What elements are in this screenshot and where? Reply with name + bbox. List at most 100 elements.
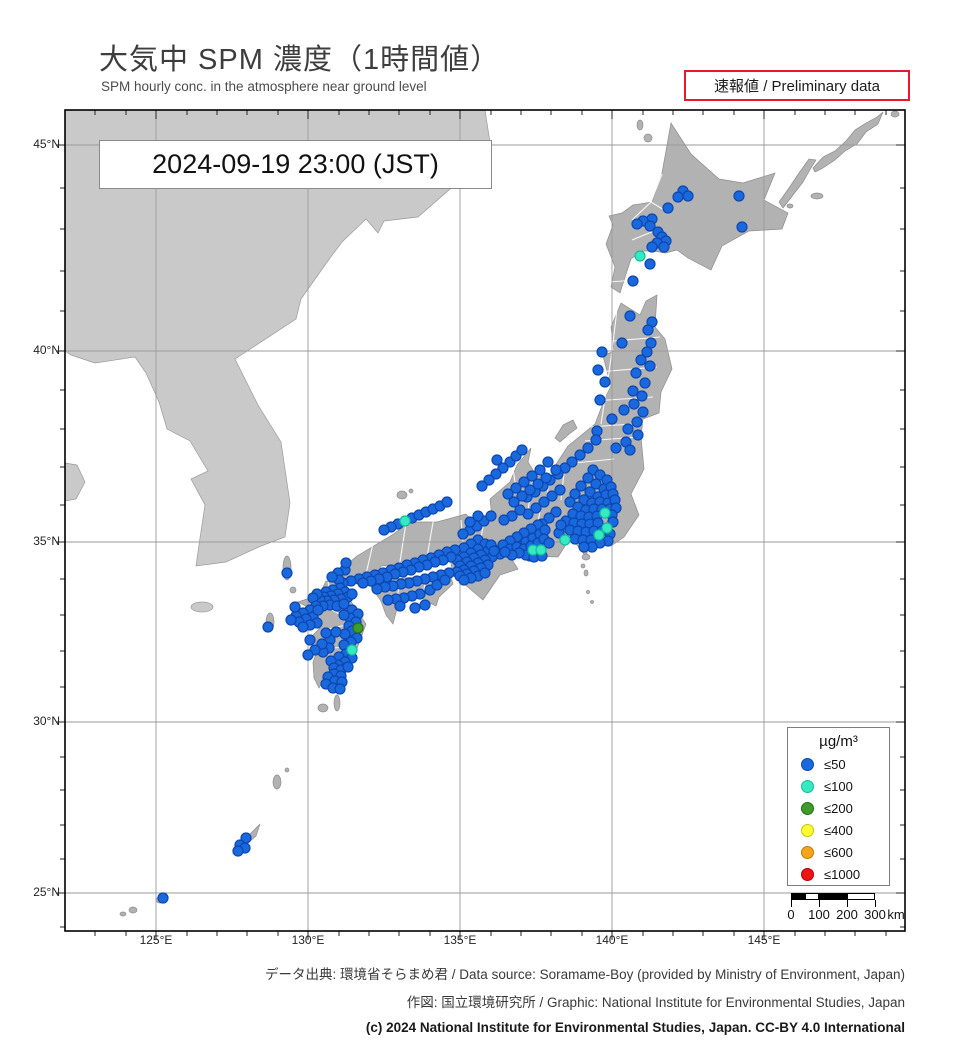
station-dot-le50: [378, 524, 390, 536]
station-dot-le50: [342, 661, 354, 673]
station-dot-le50: [582, 442, 594, 454]
lat-tick-label: 45°N: [33, 137, 60, 151]
station-dot-le50: [516, 490, 528, 502]
japan-spm-map: [56, 109, 906, 940]
lon-tick-label: 135°E: [443, 933, 477, 947]
station-dot-le50: [316, 638, 328, 650]
station-dot-le50: [530, 502, 542, 514]
legend-dot-icon: [801, 823, 814, 837]
legend-item-label: ≤200: [824, 800, 853, 816]
station-dot-le50: [302, 649, 314, 661]
station-dot-le50: [312, 604, 324, 616]
station-dot-le50: [606, 413, 618, 425]
lat-tick-label: 25°N: [33, 885, 60, 899]
station-dot-le50: [575, 480, 587, 492]
station-dot-le50: [662, 202, 674, 214]
station-dot-le50: [564, 496, 576, 508]
station-dot-le50: [610, 442, 622, 454]
station-dot-le50: [326, 571, 338, 583]
station-dot-le200: [352, 622, 364, 634]
graphic-credit: 作図: 国立環境研究所 / Graphic: National Institut…: [406, 995, 905, 1010]
scalebar-tick-label: 200: [836, 907, 858, 922]
station-dot-le50: [543, 537, 555, 549]
island-iki: [289, 586, 297, 594]
station-dot-le50: [594, 394, 606, 406]
lon-tick-label: 145°E: [747, 933, 781, 947]
station-dot-le50: [540, 472, 552, 484]
legend-item-label: ≤400: [824, 822, 853, 838]
station-dot-le50: [340, 557, 352, 569]
station-dot-le50: [524, 484, 536, 496]
island-oki: [396, 490, 408, 500]
station-dot-le50: [644, 360, 656, 372]
station-dot-le50: [590, 434, 602, 446]
station-dot-le50: [457, 528, 469, 540]
station-dot-le50: [285, 614, 297, 626]
station-dot-le50: [639, 377, 651, 389]
legend-item-le1000: ≤1000: [788, 863, 889, 885]
station-dot-le50: [510, 482, 522, 494]
station-dot-le50: [635, 354, 647, 366]
station-dot-le50: [514, 504, 526, 516]
station-dot-le50: [498, 514, 510, 526]
station-dot-le50: [631, 218, 643, 230]
continent-landmass: [64, 109, 492, 613]
legend-item-label: ≤50: [824, 756, 846, 772]
copyright-line: (c) 2024 National Institute for Environm…: [365, 1020, 905, 1035]
station-dot-le50: [338, 609, 350, 621]
station-dot-le50: [622, 423, 634, 435]
station-dots: [157, 185, 748, 904]
station-dot-le50: [631, 416, 643, 428]
legend-dot-icon: [801, 801, 814, 815]
legend-dot-icon: [801, 779, 814, 793]
station-dot-le50: [464, 516, 476, 528]
station-dot-le50: [616, 337, 628, 349]
station-dot-le50: [546, 490, 558, 502]
station-dot-le50: [472, 510, 484, 522]
station-dot-le50: [281, 567, 293, 579]
legend-dot-icon: [801, 845, 814, 859]
station-dot-le50: [479, 567, 491, 579]
station-dot-le50: [508, 496, 520, 508]
station-dot-le50: [632, 429, 644, 441]
axis-ticks: [56, 110, 905, 940]
scalebar-tick-label: 100: [808, 907, 830, 922]
island-ishigaki: [128, 906, 138, 914]
station-dot-le50: [232, 845, 244, 857]
lon-tick-label: 125°E: [139, 933, 173, 947]
preliminary-data-label: 速報値 / Preliminary data: [714, 78, 880, 95]
station-dot-le50: [526, 470, 538, 482]
station-dot-le50: [346, 588, 358, 600]
station-dot-le50: [439, 574, 451, 586]
legend: µg/m³ ≤50 ≤100 ≤200 ≤400 ≤600 ≤1000: [787, 727, 890, 886]
station-dot-le50: [488, 545, 500, 557]
lon-tick-label: 140°E: [595, 933, 629, 947]
station-dot-le100: [559, 534, 571, 546]
station-dot-le50: [330, 626, 342, 638]
station-dot-le50: [644, 258, 656, 270]
island-rishiri: [643, 133, 653, 143]
legend-item-le600: ≤600: [788, 841, 889, 863]
station-dot-le50: [497, 462, 509, 474]
station-dot-le50: [644, 220, 656, 232]
station-dot-le100: [535, 544, 547, 556]
station-dot-le50: [646, 241, 658, 253]
island-iturup: [812, 111, 884, 173]
station-dot-le50: [458, 574, 470, 586]
station-dot-le50: [534, 464, 546, 476]
station-dot-le50: [630, 367, 642, 379]
island-izu-oshima: [581, 553, 591, 561]
island-shikotan: [810, 192, 824, 200]
legend-item-label: ≤600: [824, 844, 853, 860]
timestamp-box: 2024-09-19 23:00 (JST): [99, 140, 492, 189]
lat-tick-label: 35°N: [33, 534, 60, 548]
lat-tick-label: 30°N: [33, 714, 60, 728]
station-dot-le50: [338, 598, 350, 610]
station-dot-le50: [733, 190, 745, 202]
station-dot-le50: [419, 599, 431, 611]
station-dot-le50: [550, 464, 562, 476]
station-dot-le50: [334, 683, 346, 695]
station-dot-le50: [627, 275, 639, 287]
station-dot-le50: [490, 468, 502, 480]
station-dot-le50: [590, 478, 602, 490]
